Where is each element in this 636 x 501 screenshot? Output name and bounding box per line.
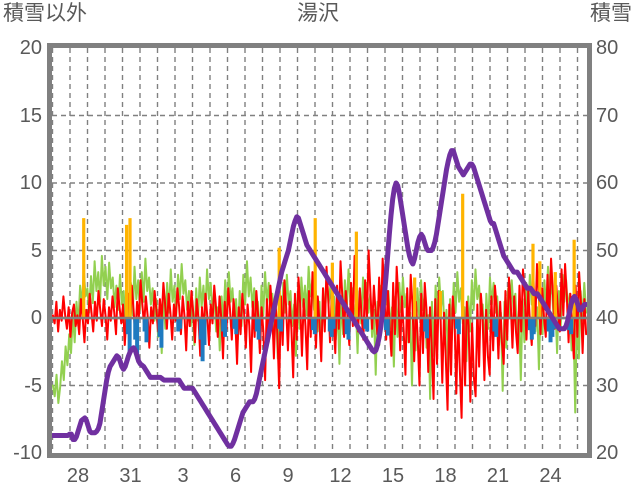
right-axis-title: 積雪 — [590, 2, 632, 25]
data-series — [52, 148, 587, 449]
left-tick--10: -10 — [13, 442, 42, 464]
x-tick-12: 12 — [329, 465, 352, 487]
x-tick-6: 6 — [229, 465, 242, 487]
right-tick-20: 20 — [596, 442, 619, 464]
x-tick-18: 18 — [434, 465, 457, 487]
x-tick-28: 28 — [66, 465, 90, 487]
purple-series-path — [52, 148, 587, 449]
plot-area — [52, 48, 587, 453]
left-tick--5: -5 — [24, 374, 42, 397]
green-series-path — [52, 254, 587, 414]
left-axis-title: 積雪以外 — [3, 2, 87, 25]
x-tick-3: 3 — [177, 465, 189, 487]
chart-title: 湯沢 — [297, 2, 339, 25]
x-tick-24: 24 — [539, 465, 562, 487]
right-tick-60: 60 — [596, 172, 619, 194]
orange-series-spikes — [82, 193, 576, 318]
red-series-path — [52, 249, 587, 419]
right-tick-80: 80 — [596, 37, 619, 59]
right-tick-40: 40 — [596, 307, 619, 329]
blue-series-bars — [125, 318, 574, 362]
left-tick-5: 5 — [30, 239, 42, 262]
left-tick-20: 20 — [19, 37, 42, 59]
right-tick-30: 30 — [596, 374, 619, 397]
x-tick-21: 21 — [486, 465, 510, 487]
right-tick-50: 50 — [596, 239, 619, 262]
x-tick-9: 9 — [282, 465, 294, 487]
left-tick-10: 10 — [19, 172, 42, 194]
right-tick-70: 70 — [596, 104, 619, 127]
x-tick-31: 31 — [119, 465, 142, 487]
left-tick-0: 0 — [30, 307, 42, 329]
x-tick-15: 15 — [381, 465, 405, 487]
left-tick-15: 15 — [19, 104, 42, 127]
